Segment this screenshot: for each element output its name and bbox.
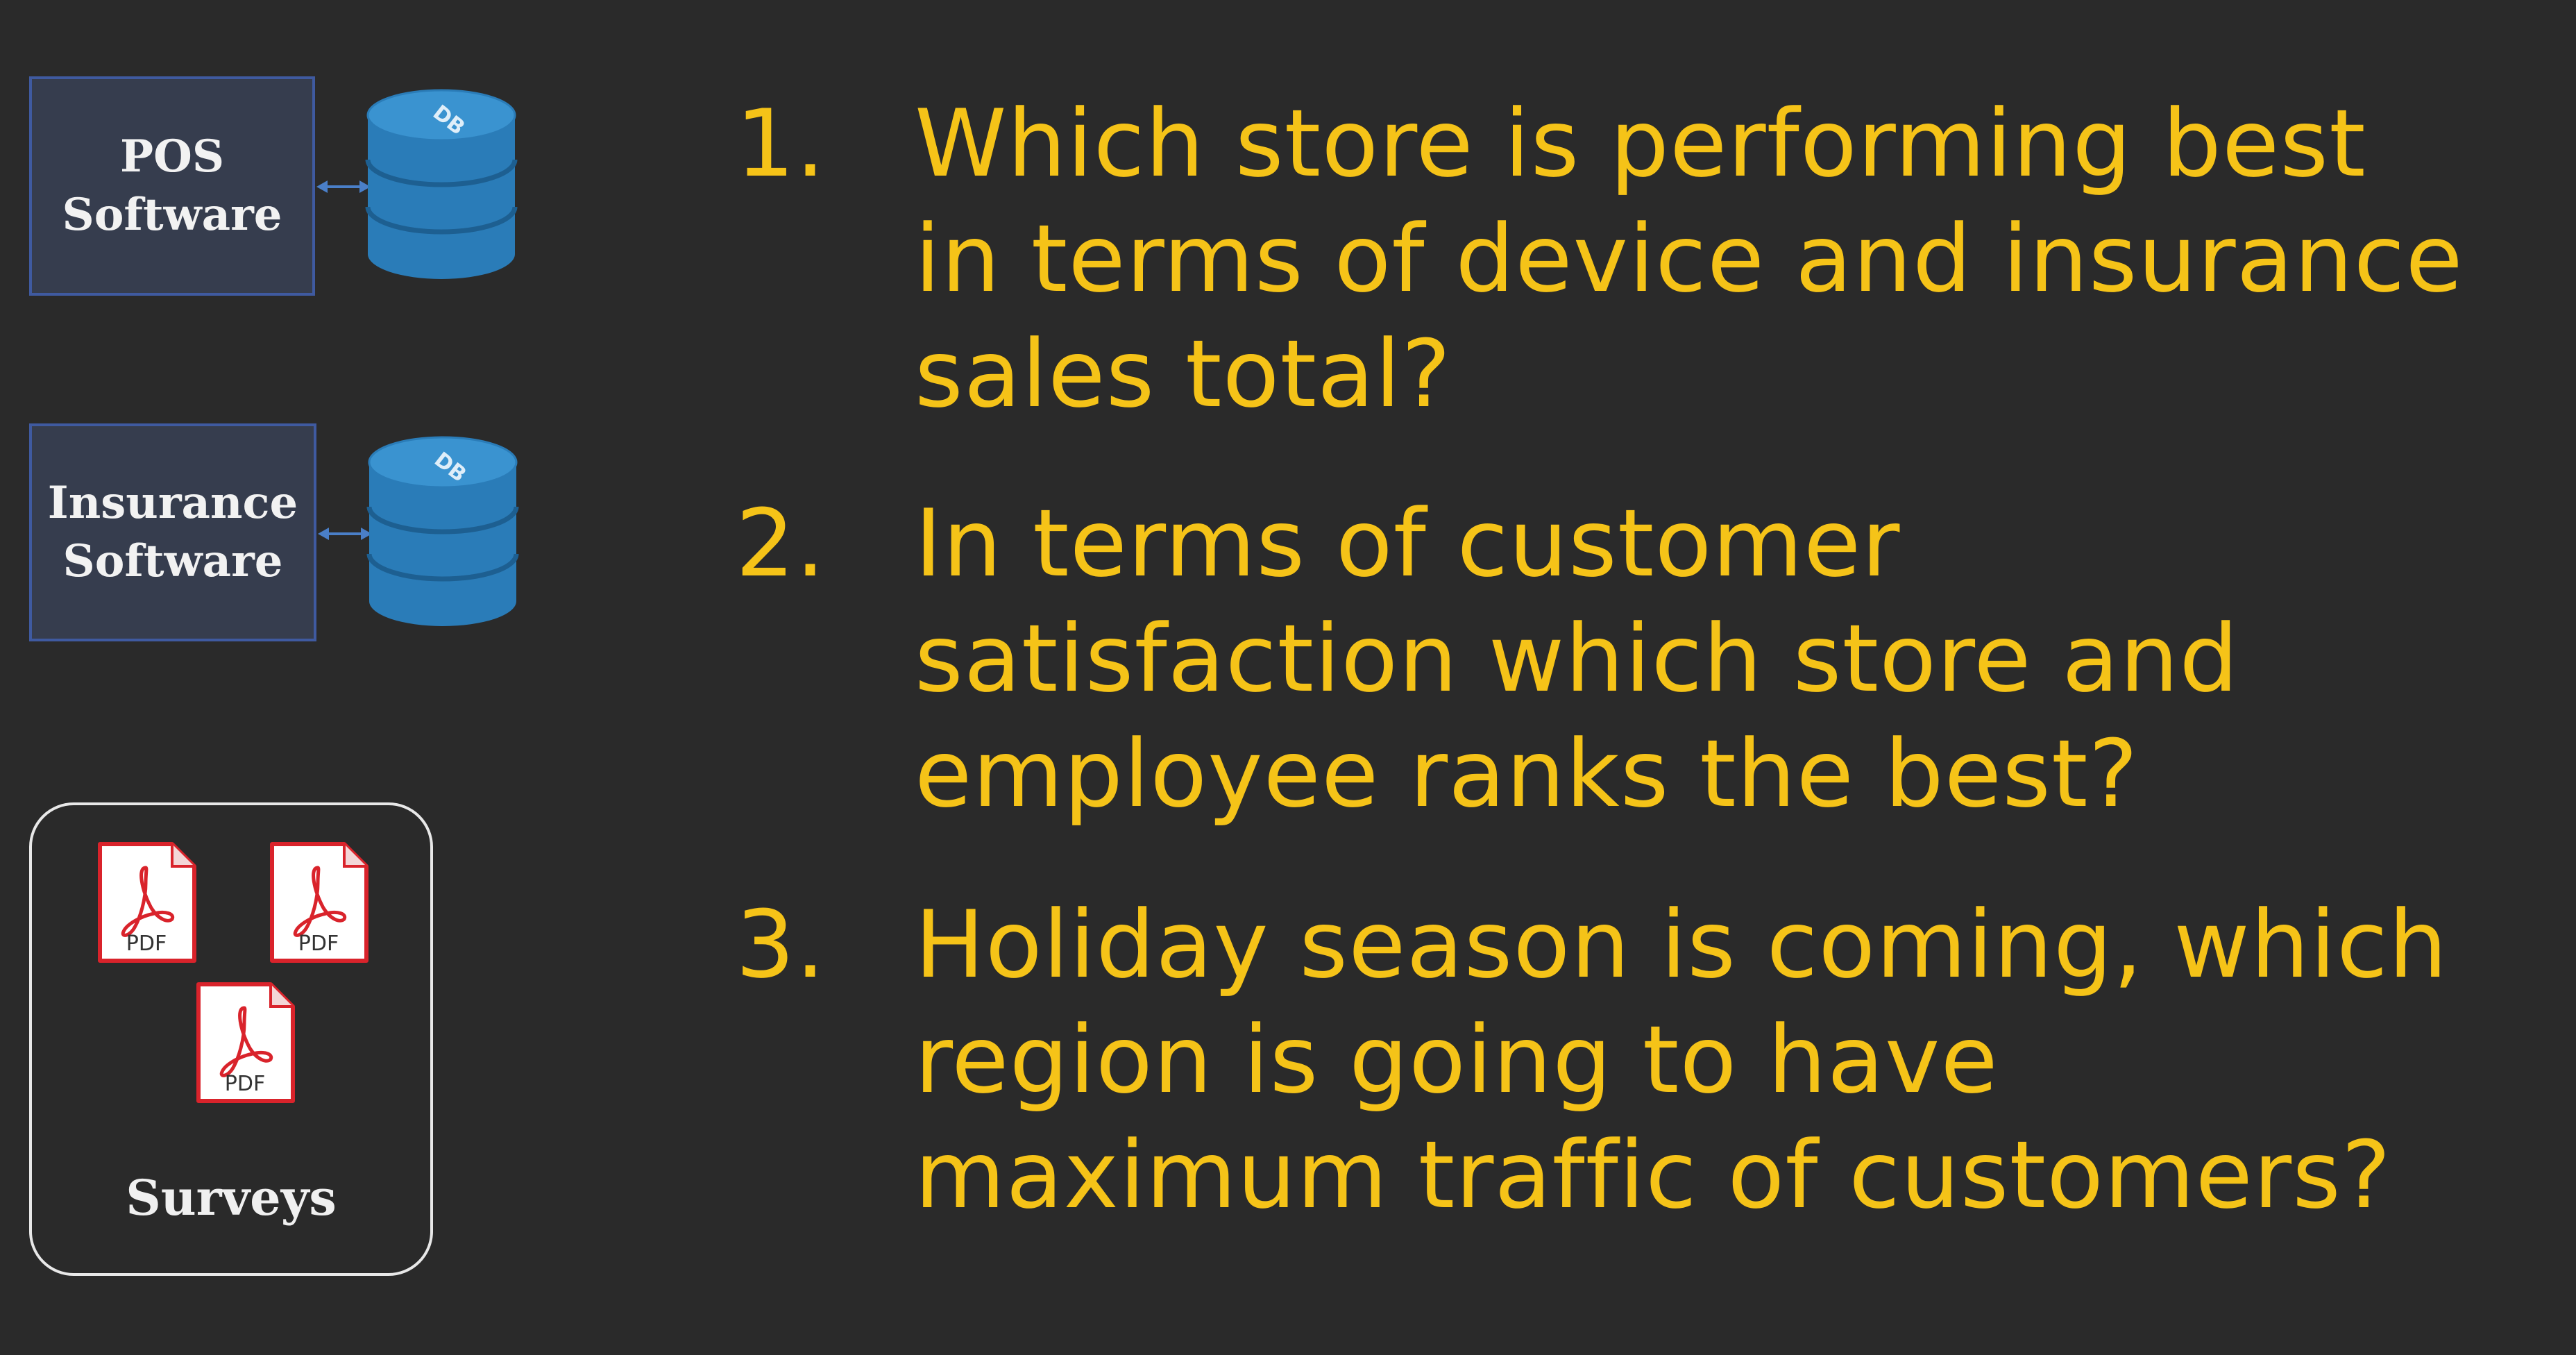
pdf-file-icon: PDF	[196, 982, 295, 1103]
question-1-text: Which store is performing best in terms …	[915, 86, 2566, 432]
question-1-number: 1.	[736, 90, 826, 198]
surveys-label: Surveys	[126, 1169, 337, 1227]
question-2-number: 2.	[736, 489, 826, 598]
question-2-line: satisfaction which store and	[915, 605, 2239, 713]
pos-software-label-line1: POS	[119, 131, 225, 183]
bidirectional-arrow-icon	[316, 180, 371, 193]
question-1-line: sales total?	[915, 320, 1452, 428]
question-3-line: Holiday season is coming, which	[915, 891, 2448, 999]
question-3-line: maximum traffic of customers?	[915, 1121, 2392, 1229]
pdf-label: PDF	[298, 932, 339, 956]
surveys-container	[29, 802, 433, 1276]
question-1-line: in terms of device and insurance	[915, 205, 2464, 313]
question-2-line: In terms of customer	[915, 489, 1901, 598]
insurance-software-label-line2: Software	[62, 535, 283, 587]
pdf-file-icon: PDF	[98, 842, 196, 963]
question-3-line: region is going to have	[915, 1006, 1999, 1114]
question-1-line: Which store is performing best	[915, 90, 2366, 198]
pdf-label: PDF	[126, 932, 167, 956]
pos-software-label-line2: Software	[62, 189, 282, 241]
question-3-number: 3.	[736, 891, 826, 999]
question-2-text: In terms of customer satisfaction which …	[915, 486, 2566, 832]
pos-software-box: POS Software	[29, 76, 315, 296]
question-2-line: employee ranks the best?	[915, 720, 2139, 828]
pdf-label: PDF	[225, 1072, 265, 1096]
insurance-software-box: Insurance Software	[29, 423, 316, 641]
insurance-software-label-line1: Insurance	[47, 477, 298, 529]
question-3-text: Holiday season is coming, which region i…	[915, 887, 2566, 1233]
database-icon: DB	[366, 436, 519, 626]
pdf-file-icon: PDF	[270, 842, 368, 963]
bidirectional-arrow-icon	[318, 528, 372, 540]
database-icon: DB	[365, 89, 518, 279]
